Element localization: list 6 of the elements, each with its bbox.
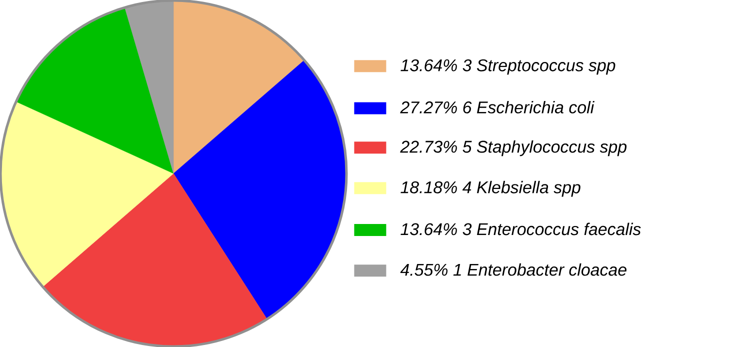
- legend-label: 13.64% 3 Streptococcus spp: [400, 59, 616, 75]
- legend-label: 18.18% 4 Klebsiella spp: [400, 180, 580, 197]
- legend-label: 4.55% 1 Enterobacter cloacae: [400, 263, 626, 276]
- legend-label: 13.64% 3 Enterococcus faecalis: [400, 222, 641, 236]
- legend-label: 27.27% 6 Escherichia coli: [400, 100, 594, 114]
- legend-label: 22.73% 5 Staphylococcus spp: [400, 140, 627, 156]
